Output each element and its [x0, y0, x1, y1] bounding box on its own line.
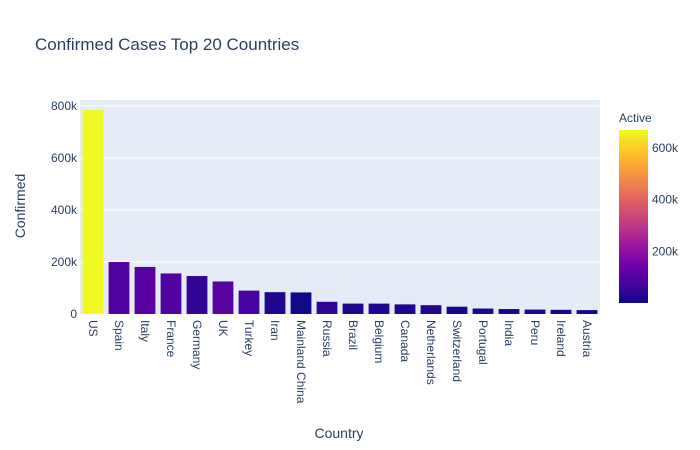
colorbar-tick-label: 200k	[652, 244, 679, 258]
x-tick-label: Mainland China	[294, 320, 308, 404]
x-tick-label: Switzerland	[450, 320, 464, 382]
bar[interactable]	[576, 310, 598, 314]
bar[interactable]	[342, 303, 364, 314]
colorbar	[619, 130, 648, 303]
bar[interactable]	[212, 281, 234, 315]
x-tick-label: Belgium	[372, 320, 386, 363]
colorbar-tick-label: 600k	[652, 141, 679, 155]
y-tick-label: 0	[70, 307, 77, 321]
bar[interactable]	[524, 309, 546, 314]
x-tick-label: Germany	[190, 320, 204, 369]
x-axis-ticks: US Spain Italy France Germany UK Turkey Iran Mai…	[86, 320, 594, 404]
bar[interactable]	[394, 304, 416, 314]
y-axis-title: Confirmed	[12, 174, 28, 239]
x-tick-label: Netherlands	[424, 320, 438, 385]
chart-title: Confirmed Cases Top 20 Countries	[35, 35, 299, 54]
y-axis-ticks: 0 200k 400k 600k 800k	[51, 99, 78, 321]
bar[interactable]	[368, 303, 390, 314]
y-tick-label: 800k	[51, 99, 78, 113]
bar[interactable]	[108, 262, 130, 314]
x-tick-label: Russia	[320, 320, 334, 357]
x-tick-label: Iran	[268, 320, 282, 341]
bar[interactable]	[264, 292, 286, 314]
colorbar-ticks: 200k 400k 600k	[652, 141, 679, 258]
bar[interactable]	[134, 266, 156, 314]
bar[interactable]	[238, 290, 260, 314]
y-tick-label: 600k	[51, 151, 78, 165]
x-tick-label: Canada	[398, 320, 412, 362]
y-tick-label: 200k	[51, 255, 78, 269]
colorbar-title: Active	[619, 111, 652, 125]
gridlines	[80, 105, 600, 263]
plot-area	[80, 100, 600, 314]
bars	[82, 110, 598, 315]
x-tick-label: Spain	[112, 320, 126, 351]
x-tick-label: US	[86, 320, 100, 337]
x-tick-label: Italy	[138, 320, 152, 342]
bar[interactable]	[186, 276, 208, 314]
bar[interactable]	[420, 305, 442, 314]
x-tick-label: UK	[216, 320, 230, 337]
x-tick-label: Austria	[580, 320, 594, 358]
bar[interactable]	[82, 110, 104, 314]
x-tick-label: Ireland	[554, 320, 568, 357]
bar[interactable]	[472, 308, 494, 314]
x-tick-label: Peru	[528, 320, 542, 345]
x-axis-title: Country	[314, 425, 363, 441]
bar[interactable]	[160, 273, 182, 314]
bar[interactable]	[290, 292, 312, 314]
bar[interactable]	[498, 309, 520, 314]
x-tick-label: Turkey	[242, 320, 256, 356]
bar[interactable]	[550, 309, 572, 314]
y-tick-label: 400k	[51, 203, 78, 217]
x-tick-label: India	[502, 320, 516, 346]
bar[interactable]	[316, 301, 338, 314]
colorbar-tick-label: 400k	[652, 193, 679, 207]
x-tick-label: Brazil	[346, 320, 360, 350]
x-tick-label: France	[164, 320, 178, 358]
bar[interactable]	[446, 306, 468, 314]
x-tick-label: Portugal	[476, 320, 490, 365]
